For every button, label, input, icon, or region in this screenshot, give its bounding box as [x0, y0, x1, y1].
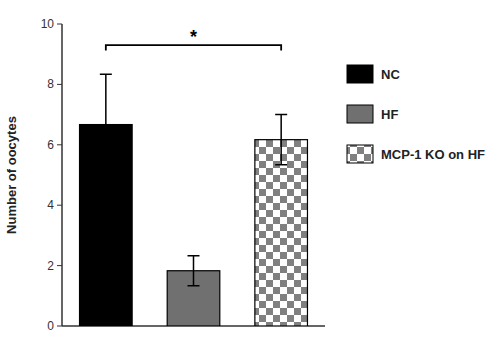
y-axis: 0 2 4 6 8 10 — [41, 17, 325, 333]
y-tick-label: 2 — [47, 259, 54, 273]
legend: NC HF MCP-1 KO on HF — [347, 65, 485, 163]
error-bar — [100, 74, 112, 175]
legend-label: MCP-1 KO on HF — [381, 147, 485, 162]
legend-label: HF — [381, 107, 398, 122]
legend-swatch — [347, 105, 373, 123]
error-bar — [275, 115, 287, 165]
legend-label: NC — [381, 67, 400, 82]
chart-container: 0 2 4 6 8 10 Number of oocytes * NC HF MCP-1 KO on… — [0, 0, 500, 348]
y-axis-label: Number of oocytes — [4, 116, 19, 234]
y-tick-label: 6 — [47, 138, 54, 152]
error-bar — [188, 256, 200, 286]
y-tick-label: 0 — [47, 319, 54, 333]
chart: 0 2 4 6 8 10 Number of oocytes * NC HF MCP-1 KO on… — [0, 0, 500, 348]
legend-swatch — [347, 65, 373, 83]
y-tick-label: 4 — [47, 198, 54, 212]
plot-area — [80, 45, 308, 326]
bar — [255, 140, 308, 326]
legend-swatch — [347, 145, 373, 163]
significance-label: * — [190, 27, 197, 47]
y-tick-label: 8 — [47, 77, 54, 91]
y-axis-line — [61, 24, 63, 326]
y-tick-label: 10 — [41, 17, 55, 31]
